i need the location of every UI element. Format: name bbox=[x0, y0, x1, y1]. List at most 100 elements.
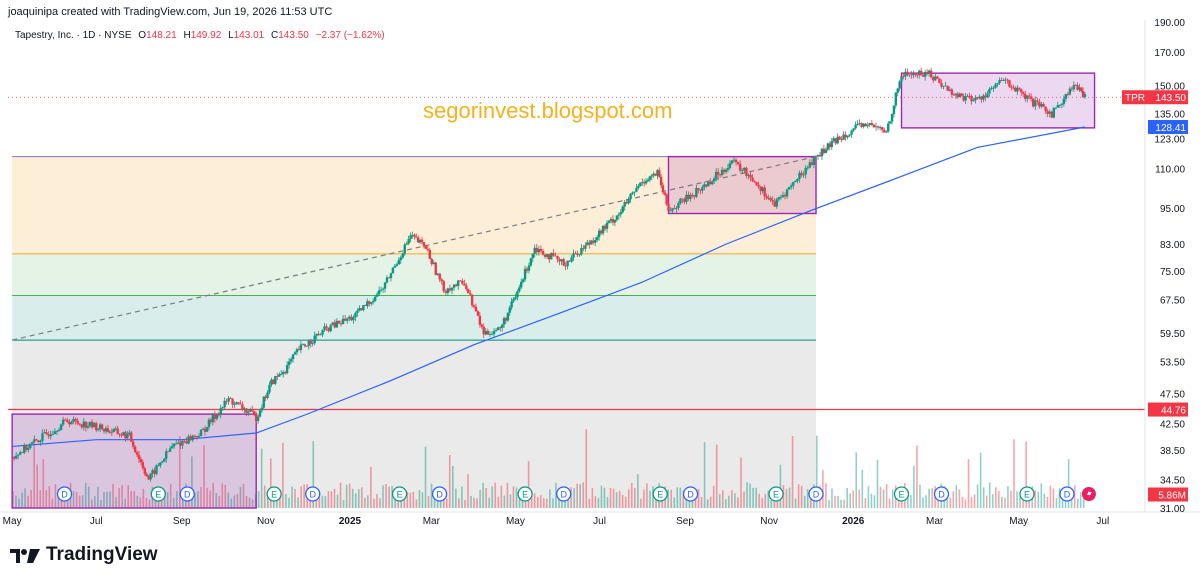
candle-body[interactable] bbox=[508, 307, 511, 313]
candle-body[interactable] bbox=[434, 262, 437, 275]
candle-body[interactable] bbox=[781, 195, 785, 197]
earnings-marker[interactable] bbox=[517, 486, 533, 502]
candle-body[interactable] bbox=[771, 200, 774, 202]
candle-body[interactable] bbox=[391, 267, 395, 274]
candle-body[interactable] bbox=[1060, 103, 1064, 105]
candle-body[interactable] bbox=[948, 89, 951, 91]
candle-body[interactable] bbox=[207, 419, 211, 428]
candle-body[interactable] bbox=[313, 335, 316, 344]
candle-body[interactable] bbox=[656, 170, 659, 176]
candle-body[interactable] bbox=[709, 181, 712, 185]
dividend-marker[interactable] bbox=[56, 486, 73, 502]
candle-body[interactable] bbox=[994, 84, 997, 88]
candle-body[interactable] bbox=[78, 423, 81, 425]
candle-body[interactable] bbox=[303, 344, 307, 346]
candle-body[interactable] bbox=[728, 163, 732, 168]
candle-body[interactable] bbox=[836, 136, 839, 144]
candle-body[interactable] bbox=[787, 186, 791, 190]
candle-body[interactable] bbox=[1014, 87, 1017, 92]
candle-body[interactable] bbox=[1002, 80, 1005, 81]
candle-body[interactable] bbox=[936, 76, 939, 79]
candle-body[interactable] bbox=[906, 71, 909, 75]
candle-body[interactable] bbox=[529, 258, 533, 266]
candle-body[interactable] bbox=[170, 446, 174, 449]
candle-body[interactable] bbox=[962, 95, 965, 101]
candle-body[interactable] bbox=[254, 413, 258, 421]
candle-body[interactable] bbox=[558, 259, 561, 262]
candle-body[interactable] bbox=[763, 187, 766, 197]
candle-body[interactable] bbox=[635, 187, 638, 192]
moving-average-line[interactable] bbox=[12, 126, 1086, 448]
candle-body[interactable] bbox=[550, 252, 553, 260]
candle-body[interactable] bbox=[223, 400, 226, 408]
candle-body[interactable] bbox=[100, 424, 104, 430]
earnings-marker[interactable] bbox=[1019, 486, 1035, 502]
candle-body[interactable] bbox=[82, 421, 86, 428]
candle-body[interactable] bbox=[560, 259, 563, 262]
candle-body[interactable] bbox=[617, 214, 621, 216]
candle-body[interactable] bbox=[276, 376, 279, 377]
candle-body[interactable] bbox=[55, 431, 59, 432]
candle-body[interactable] bbox=[260, 407, 264, 411]
candle-body[interactable] bbox=[211, 414, 215, 423]
candle-body[interactable] bbox=[510, 301, 513, 308]
candle-body[interactable] bbox=[854, 124, 857, 129]
candle-body[interactable] bbox=[37, 440, 40, 443]
candle-body[interactable] bbox=[658, 170, 661, 177]
candle-body[interactable] bbox=[1038, 101, 1041, 107]
candle-body[interactable] bbox=[399, 257, 402, 261]
candle-body[interactable] bbox=[108, 431, 112, 433]
candle-body[interactable] bbox=[883, 129, 886, 133]
candle-body[interactable] bbox=[215, 414, 219, 419]
candle-body[interactable] bbox=[792, 182, 795, 186]
candle-body[interactable] bbox=[701, 187, 704, 191]
candle-body[interactable] bbox=[539, 248, 543, 251]
candle-body[interactable] bbox=[133, 446, 137, 453]
candle-body[interactable] bbox=[570, 257, 573, 262]
candle-body[interactable] bbox=[665, 194, 668, 205]
candle-body[interactable] bbox=[712, 178, 716, 182]
candle-body[interactable] bbox=[887, 123, 890, 132]
candle-body[interactable] bbox=[828, 143, 832, 148]
candle-body[interactable] bbox=[153, 470, 156, 474]
candle-body[interactable] bbox=[767, 197, 770, 199]
candle-body[interactable] bbox=[516, 291, 519, 298]
candle-body[interactable] bbox=[898, 81, 901, 89]
candle-body[interactable] bbox=[964, 96, 967, 101]
candle-body[interactable] bbox=[1081, 91, 1085, 98]
candle-body[interactable] bbox=[535, 247, 539, 253]
candle-body[interactable] bbox=[1076, 85, 1079, 90]
price-label-badge[interactable] bbox=[1148, 402, 1188, 417]
candle-body[interactable] bbox=[695, 187, 698, 197]
candle-body[interactable] bbox=[245, 408, 248, 413]
candle-body[interactable] bbox=[894, 92, 898, 106]
candle-body[interactable] bbox=[379, 289, 383, 291]
candle-body[interactable] bbox=[281, 371, 285, 374]
candle-body[interactable] bbox=[1066, 94, 1070, 95]
candle-body[interactable] bbox=[492, 331, 496, 335]
candle-body[interactable] bbox=[74, 418, 77, 421]
candle-body[interactable] bbox=[595, 237, 599, 241]
candle-body[interactable] bbox=[469, 293, 472, 295]
candle-body[interactable] bbox=[321, 330, 324, 335]
candle-body[interactable] bbox=[777, 197, 780, 200]
candle-body[interactable] bbox=[699, 189, 702, 191]
candle-body[interactable] bbox=[958, 93, 961, 98]
candle-body[interactable] bbox=[504, 318, 508, 321]
candle-body[interactable] bbox=[960, 93, 963, 96]
candle-body[interactable] bbox=[247, 411, 250, 413]
candle-body[interactable] bbox=[368, 301, 371, 304]
candle-body[interactable] bbox=[681, 198, 684, 200]
candle-body[interactable] bbox=[470, 294, 474, 306]
candle-body[interactable] bbox=[331, 322, 334, 326]
candle-body[interactable] bbox=[360, 308, 363, 311]
candle-body[interactable] bbox=[329, 325, 332, 332]
candle-body[interactable] bbox=[642, 182, 646, 184]
dividend-marker[interactable] bbox=[305, 486, 321, 502]
candle-body[interactable] bbox=[858, 123, 861, 124]
candle-body[interactable] bbox=[548, 254, 551, 260]
candle-body[interactable] bbox=[601, 225, 605, 234]
candle-body[interactable] bbox=[283, 371, 287, 374]
candle-body[interactable] bbox=[66, 419, 69, 422]
candle-body[interactable] bbox=[512, 299, 515, 302]
